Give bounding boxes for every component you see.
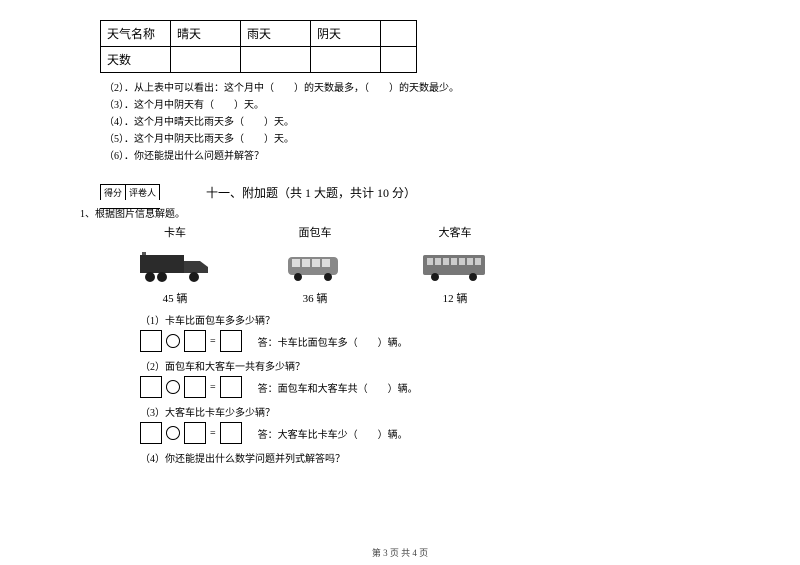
subquestion: （1）卡车比面包车多多少辆？ (140, 312, 720, 327)
equals-sign: = (210, 382, 216, 393)
score-label: 得分 (100, 184, 125, 200)
equation-row: = 答：卡车比面包车多（ ）辆。 (140, 330, 720, 352)
vehicle-truck: 卡车 45 辆 (140, 224, 210, 306)
blank-box (184, 330, 206, 352)
header-cell: 阴天 (311, 21, 381, 47)
equals-sign: = (210, 428, 216, 439)
table-row: 天数 (101, 47, 417, 73)
subquestion: （2）面包车和大客车一共有多少辆？ (140, 358, 720, 373)
header-cell: 天气名称 (101, 21, 171, 47)
vehicle-count: 45 辆 (140, 290, 210, 306)
section-title: 十一、附加题（共 1 大题，共计 10 分） (206, 184, 416, 201)
equation-row: = 答：面包车和大客车共（ ）辆。 (140, 376, 720, 398)
subquestion: （4）你还能提出什么数学问题并列式解答吗？ (140, 450, 720, 465)
blank-box (220, 376, 242, 398)
question-line: （4）．这个月中晴天比雨天多（ ）天。 (104, 113, 720, 128)
operator-circle (166, 426, 180, 440)
vehicle-label: 大客车 (420, 224, 490, 240)
header-cell: 雨天 (241, 21, 311, 47)
table-row: 天气名称 晴天 雨天 阴天 (101, 21, 417, 47)
score-row: 得分 评卷人 十一、附加题（共 1 大题，共计 10 分） (100, 184, 720, 201)
subquestion: （3）大客车比卡车少多少辆？ (140, 404, 720, 419)
vehicle-label: 面包车 (280, 224, 350, 240)
equals-sign: = (210, 336, 216, 347)
vehicle-bus: 大客车 12 辆 (420, 224, 490, 306)
operator-circle (166, 334, 180, 348)
equation-row: = 答：大客车比卡车少（ ）辆。 (140, 422, 720, 444)
blank-box (184, 422, 206, 444)
page-footer: 第 3 页 共 4 页 (0, 546, 800, 559)
grader-label: 评卷人 (125, 184, 160, 200)
answer-text: 答：大客车比卡车少（ ）辆。 (258, 426, 408, 441)
cell-empty (241, 47, 311, 73)
vehicle-count: 12 辆 (420, 290, 490, 306)
blank-box (140, 422, 162, 444)
question-line: （3）．这个月中阴天有（ ）天。 (104, 96, 720, 111)
header-cell (381, 21, 417, 47)
answer-text: 答：面包车和大客车共（ ）辆。 (258, 380, 418, 395)
cell-empty (171, 47, 241, 73)
header-cell: 晴天 (171, 21, 241, 47)
cell-empty (381, 47, 417, 73)
vehicle-row: 卡车 45 辆 面包车 (140, 224, 720, 306)
blank-box (220, 422, 242, 444)
cell-empty (311, 47, 381, 73)
answer-text: 答：卡车比面包车多（ ）辆。 (258, 334, 408, 349)
blank-box (140, 330, 162, 352)
question-line: （6）．你还能提出什么问题并解答？ (104, 147, 720, 162)
question-title: 1、根据图片信息解题。 (80, 205, 720, 220)
blank-box (220, 330, 242, 352)
weather-table: 天气名称 晴天 雨天 阴天 天数 (100, 20, 417, 73)
vehicle-count: 36 辆 (280, 290, 350, 306)
vehicle-van: 面包车 36 辆 (280, 224, 350, 306)
vehicle-label: 卡车 (140, 224, 210, 240)
truck-icon (140, 246, 210, 286)
question-line: （5）．这个月中阴天比雨天多（ ）天。 (104, 130, 720, 145)
blank-box (140, 376, 162, 398)
row-label: 天数 (101, 47, 171, 73)
question-line: （2）．从上表中可以看出：这个月中（ ）的天数最多，（ ）的天数最少。 (104, 79, 720, 94)
operator-circle (166, 380, 180, 394)
bus-icon (420, 246, 490, 286)
van-icon (280, 246, 350, 286)
blank-box (184, 376, 206, 398)
